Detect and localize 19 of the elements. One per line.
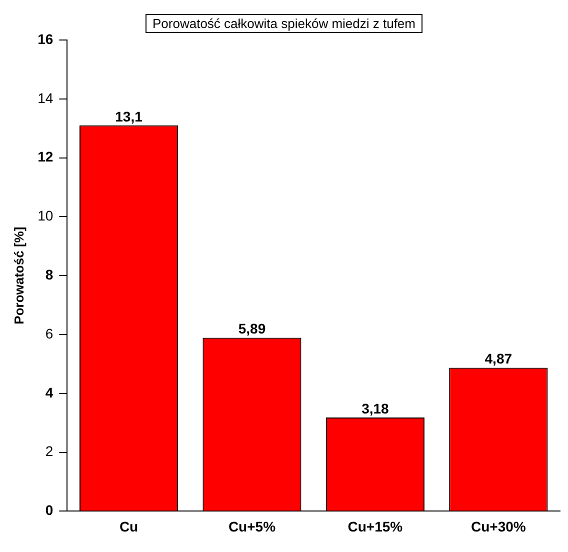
x-tick-label: Cu+5% [228,518,276,534]
y-axis-title: Porowatość [%] [11,226,26,324]
y-tick-label: 8 [45,266,54,282]
x-tick-label: Cu [119,518,138,534]
chart-title: Porowatość całkowita spieków miedzi z tufem [146,14,422,33]
y-tick-label: 6 [45,325,54,342]
y-tick-label: 10 [38,208,54,224]
data-label: 4,87 [484,350,512,367]
data-label: 13,1 [115,108,143,124]
y-tick-label: 14 [38,90,54,106]
data-label: 5,89 [238,320,266,337]
y-tick-label: 12 [38,148,54,165]
y-tick-label: 0 [45,502,54,518]
x-tick-label: Cu+15% [348,518,404,534]
x-tick-label: Cu+30% [470,518,526,534]
data-label: 3,18 [362,400,390,416]
y-tick-label: 16 [38,30,54,47]
y-tick-label: 4 [45,384,54,400]
y-tick-label: 2 [45,443,54,460]
